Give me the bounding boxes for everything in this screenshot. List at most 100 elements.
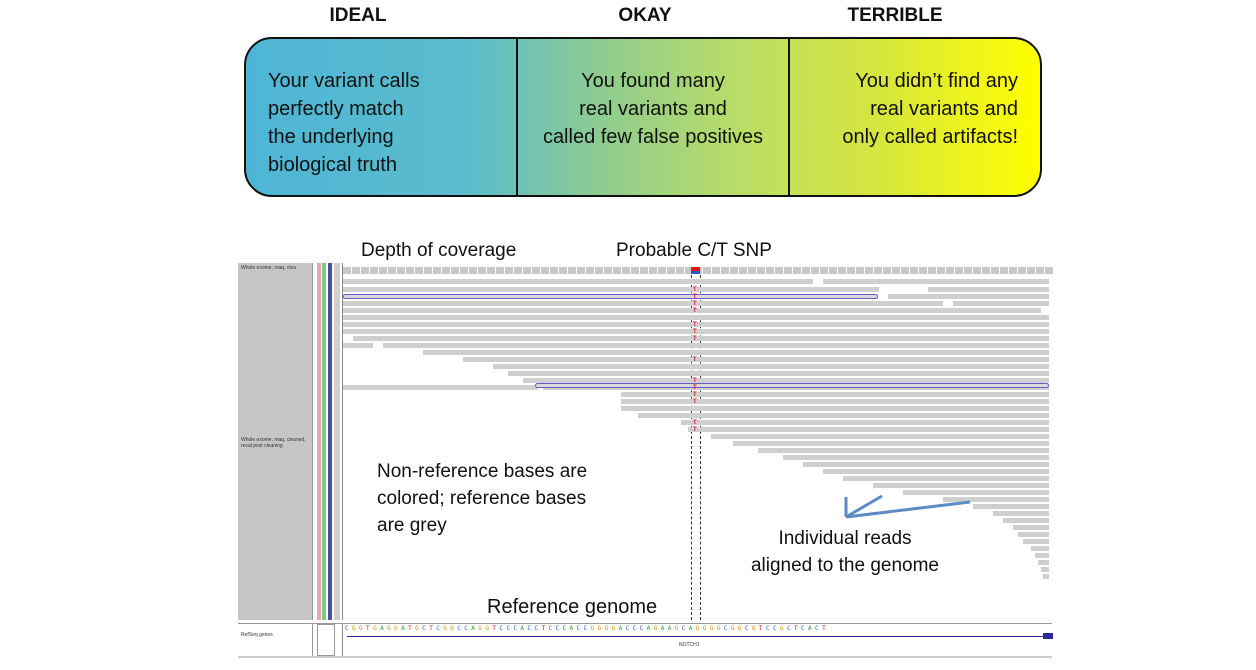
reference-base: C [562,625,570,632]
track-label-reads: Whole exome, maq, cleaned, recal post cl… [241,437,306,449]
gene-attribute-cell [317,624,335,656]
coverage-block [973,267,981,274]
reference-base: T [492,625,500,632]
igv-bottom-strip [238,656,1052,658]
reference-base: C [772,625,780,632]
ideal-line: Your variant calls [268,70,420,92]
reference-base: C [786,625,794,632]
coverage-block [433,267,441,274]
coverage-block [658,267,666,274]
reference-base: A [380,625,388,632]
coverage-block [415,267,423,274]
terrible-header: TERRIBLE [847,5,943,26]
reference-base: A [646,625,654,632]
coverage-block [496,267,504,274]
gene-track-name-cell: RefSeq genes [238,624,313,656]
reference-base: T [408,625,416,632]
reference-base: G [485,625,493,632]
variant-base: T [693,420,697,426]
coverage-block [802,267,810,274]
coverage-block [469,267,477,274]
coverage-block [937,267,945,274]
aligned-read [343,308,1041,313]
attribute-column-grey [334,263,340,620]
coverage-block [775,267,783,274]
reference-base: G [611,625,619,632]
variant-base: T [693,287,697,293]
coverage-block [487,267,495,274]
coverage-block [523,267,531,274]
reference-base: G [478,625,486,632]
reference-base: A [471,625,479,632]
coverage-block [928,267,936,274]
coverage-block [478,267,486,274]
scale-divider-2 [788,39,790,195]
paired-read-outline [535,383,1049,388]
coverage-block [766,267,774,274]
reference-base: C [548,625,556,632]
reference-base: A [667,625,675,632]
aligned-read [928,287,1049,292]
coverage-block [451,267,459,274]
snp-coverage-marker [691,267,700,274]
reference-base: A [520,625,528,632]
coverage-block [883,267,891,274]
okay-description: You found many real variants and called … [518,67,788,151]
aligned-read [803,462,1049,467]
coverage-block [559,267,567,274]
paired-read-outline [343,294,878,299]
coverage-block [721,267,729,274]
reference-base: C [723,625,731,632]
reference-base: G [695,625,703,632]
nonref-line: colored; reference bases [377,488,587,509]
aligned-read [343,329,1049,334]
reference-base: C [534,625,542,632]
aligned-read [508,371,1049,376]
aligned-read [888,294,1049,299]
reference-base: C [527,625,535,632]
reference-base: C [801,625,809,632]
aligned-read [943,497,1049,502]
reference-base: G [415,625,423,632]
coverage-block [361,267,369,274]
reference-base: T [429,625,437,632]
nonref-line: Non-reference bases are [377,461,588,482]
gene-name-label: NOTCH1 [679,642,700,648]
reference-base: G [604,625,612,632]
reference-base: C [506,625,514,632]
aligned-read [1043,574,1049,579]
reference-base: G [352,625,360,632]
reference-base: C [513,625,521,632]
coverage-block [442,267,450,274]
aligned-read [621,399,1049,404]
ideal-line: biological truth [268,154,397,176]
aligned-read [843,476,1049,481]
reference-base: C [632,625,640,632]
coverage-block [739,267,747,274]
aligned-read [758,448,1049,453]
gene-exon-box [1043,633,1053,639]
coverage-block [352,267,360,274]
reference-base: G [702,625,710,632]
coverage-block [991,267,999,274]
attribute-column-green [322,263,326,620]
terrible-line: You didn’t find any [855,70,1018,92]
reference-base: G [779,625,787,632]
attribute-column-pink [317,263,321,620]
aligned-read [711,434,1049,439]
coverage-block [982,267,990,274]
reference-base: A [808,625,816,632]
reference-base: C [625,625,633,632]
gene-model-line [347,636,1043,637]
reference-base: C [457,625,465,632]
terrible-line: only called artifacts! [842,126,1018,148]
aligned-read [343,322,1049,327]
reference-base: G [653,625,661,632]
coverage-block [829,267,837,274]
coverage-block [613,267,621,274]
reference-base: G [443,625,451,632]
variant-base: T [693,357,697,363]
coverage-block [604,267,612,274]
coverage-block [568,267,576,274]
coverage-block [595,267,603,274]
